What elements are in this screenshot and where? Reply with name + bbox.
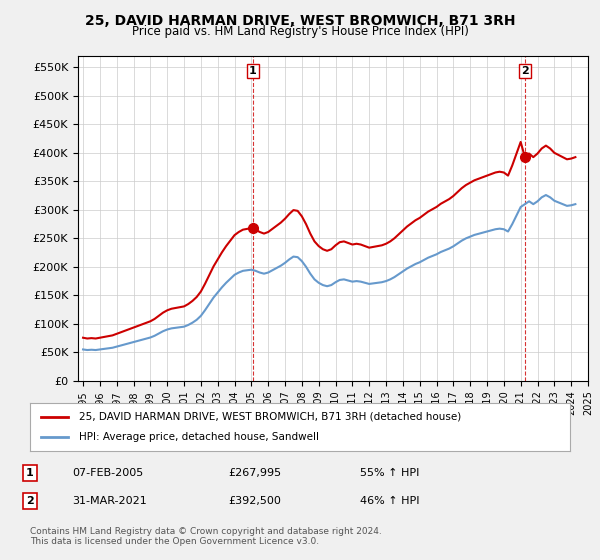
Text: 31-MAR-2021: 31-MAR-2021 [72,496,147,506]
Text: 2: 2 [521,66,529,76]
Text: 2: 2 [26,496,34,506]
Text: 25, DAVID HARMAN DRIVE, WEST BROMWICH, B71 3RH: 25, DAVID HARMAN DRIVE, WEST BROMWICH, B… [85,14,515,28]
Text: Contains HM Land Registry data © Crown copyright and database right 2024.
This d: Contains HM Land Registry data © Crown c… [30,526,382,546]
Text: 1: 1 [26,468,34,478]
Text: 46% ↑ HPI: 46% ↑ HPI [360,496,419,506]
Text: 25, DAVID HARMAN DRIVE, WEST BROMWICH, B71 3RH (detached house): 25, DAVID HARMAN DRIVE, WEST BROMWICH, B… [79,412,461,422]
Text: HPI: Average price, detached house, Sandwell: HPI: Average price, detached house, Sand… [79,432,319,442]
Text: £392,500: £392,500 [228,496,281,506]
Text: £267,995: £267,995 [228,468,281,478]
Text: 1: 1 [249,66,257,76]
Text: 55% ↑ HPI: 55% ↑ HPI [360,468,419,478]
Text: Price paid vs. HM Land Registry's House Price Index (HPI): Price paid vs. HM Land Registry's House … [131,25,469,38]
Text: 07-FEB-2005: 07-FEB-2005 [72,468,143,478]
